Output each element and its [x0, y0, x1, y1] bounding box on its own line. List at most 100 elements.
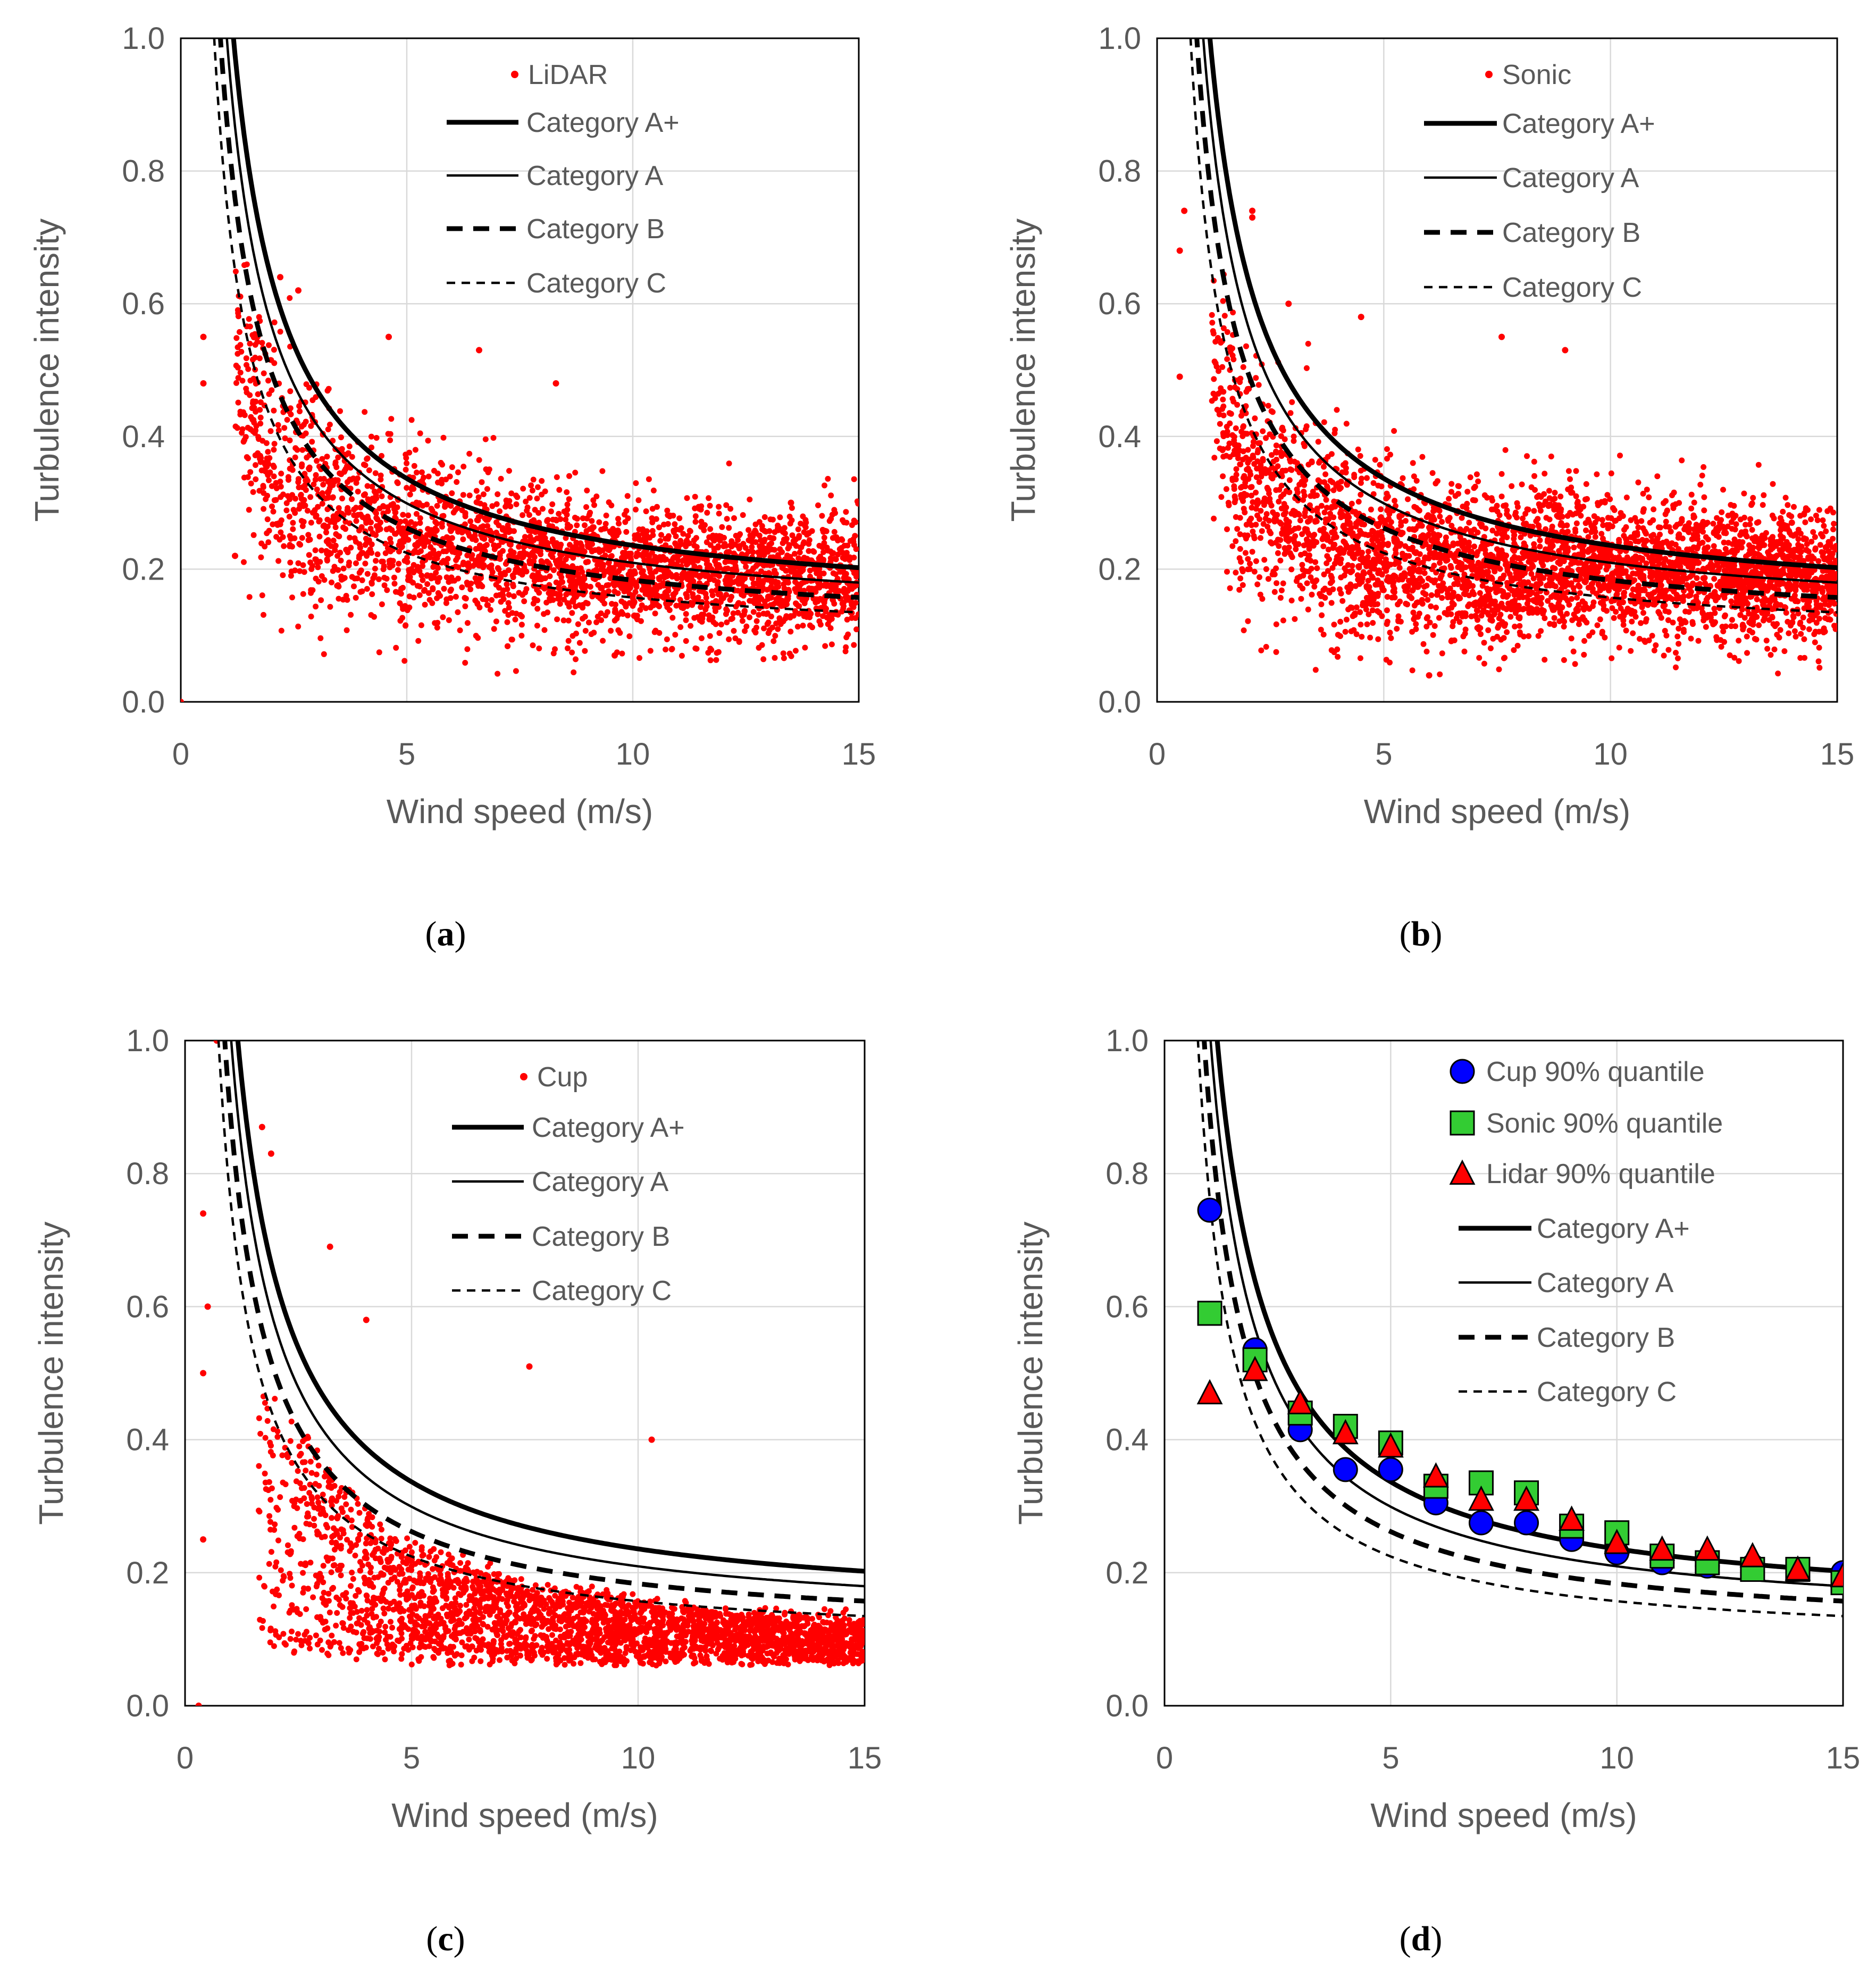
- scatter-point: [1754, 563, 1761, 569]
- scatter-point: [732, 541, 738, 548]
- scatter-point: [270, 521, 276, 527]
- scatter-point: [541, 611, 547, 617]
- scatter-point: [429, 507, 436, 514]
- scatter-point: [710, 535, 717, 541]
- scatter-point: [1608, 470, 1614, 476]
- scatter-point: [735, 588, 741, 594]
- scatter-point: [756, 532, 763, 539]
- scatter-point: [534, 606, 541, 612]
- scatter-point: [321, 651, 327, 657]
- scatter-point: [438, 459, 444, 466]
- scatter-point: [1481, 660, 1487, 667]
- panel-caption-letter: a: [437, 915, 455, 953]
- scatter-point: [404, 485, 410, 491]
- scatter-point: [237, 370, 244, 376]
- scatter-point: [325, 385, 332, 392]
- scatter-point: [1262, 515, 1269, 522]
- scatter-point: [793, 536, 799, 542]
- scatter-point: [1299, 561, 1305, 568]
- scatter-point: [1359, 475, 1364, 482]
- scatter-point: [301, 497, 307, 503]
- scatter-point: [1583, 481, 1589, 487]
- scatter-point: [1289, 399, 1295, 405]
- scatter-point: [312, 547, 319, 554]
- scatter-point: [1643, 616, 1649, 622]
- scatter-point: [1359, 634, 1365, 640]
- scatter-point: [1280, 617, 1286, 624]
- scatter-point: [340, 597, 346, 603]
- scatter-point: [524, 551, 530, 557]
- scatter-point: [449, 464, 455, 471]
- scatter-point: [448, 574, 455, 581]
- scatter-point: [800, 623, 806, 628]
- scatter-point: [413, 499, 420, 506]
- scatter-point: [649, 506, 656, 512]
- scatter-point: [351, 583, 357, 590]
- scatter-point: [353, 505, 359, 511]
- scatter-point: [248, 414, 254, 420]
- scatter-point: [1688, 635, 1694, 642]
- scatter-point: [1798, 543, 1805, 550]
- scatter-point: [1318, 502, 1325, 509]
- scatter-point: [1331, 622, 1337, 628]
- scatter-point: [839, 537, 845, 543]
- scatter-point: [556, 510, 562, 517]
- scatter-point: [772, 655, 778, 661]
- scatter-point: [1570, 648, 1577, 655]
- scatter-point: [277, 479, 283, 485]
- scatter-point: [464, 582, 471, 588]
- scatter-point: [1255, 382, 1262, 388]
- scatter-point: [467, 518, 474, 524]
- scatter-point: [1729, 526, 1735, 532]
- scatter-point: [1632, 614, 1639, 620]
- scatter-point: [387, 560, 393, 567]
- scatter-point: [544, 518, 550, 524]
- scatter-point: [316, 533, 323, 540]
- scatter-point: [1273, 487, 1279, 493]
- scatter-point: [531, 517, 537, 523]
- scatter-point: [237, 329, 242, 335]
- scatter-point: [1641, 638, 1647, 644]
- scatter-point: [788, 628, 794, 635]
- scatter-point: [1810, 529, 1816, 535]
- scatter-point: [250, 376, 257, 382]
- scatter-point: [295, 560, 302, 566]
- scatter-point: [651, 629, 658, 635]
- scatter-point: [1681, 629, 1687, 635]
- scatter-point: [650, 532, 656, 538]
- scatter-point: [796, 603, 802, 609]
- scatter-point: [316, 517, 323, 524]
- scatter-point: [404, 555, 410, 561]
- scatter-point: [372, 470, 379, 476]
- scatter-point: [627, 554, 633, 560]
- scatter-point: [329, 579, 334, 585]
- scatter-point: [654, 591, 659, 598]
- scatter-point: [1267, 499, 1273, 506]
- scatter-point: [642, 539, 649, 546]
- scatter-point: [523, 586, 530, 592]
- scatter-point: [311, 481, 317, 488]
- scatter-point: [801, 555, 807, 561]
- scatter-point: [315, 504, 321, 510]
- scatter-point: [336, 533, 342, 540]
- scatter-point: [331, 519, 338, 526]
- scatter-point: [1305, 606, 1311, 613]
- scatter-point: [624, 613, 631, 618]
- scatter-point: [520, 592, 526, 598]
- scatter-point: [261, 611, 266, 618]
- scatter-point: [257, 399, 264, 405]
- scatter-point: [347, 534, 353, 541]
- scatter-point: [1367, 634, 1374, 641]
- scatter-point: [535, 510, 542, 516]
- scatter-point: [271, 407, 277, 414]
- scatter-point: [348, 611, 354, 618]
- scatter-point: [327, 603, 333, 610]
- scatter-point: [1220, 396, 1226, 403]
- scatter-point: [1694, 575, 1700, 581]
- scatter-point: [1699, 472, 1705, 479]
- scatter-point: [792, 648, 799, 654]
- scatter-point: [456, 527, 462, 533]
- scatter-point: [1545, 598, 1551, 604]
